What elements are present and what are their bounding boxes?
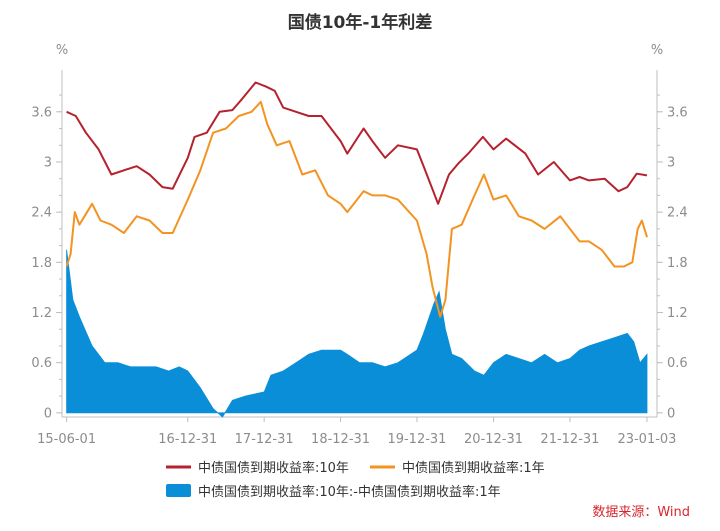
legend: 中债国债到期收益率:10年 中债国债到期收益率:1年中债国债到期收益率:10年:-… [166,460,545,500]
left-y-tick-label: 1.8 [31,256,52,271]
left-y-tick-label: 3 [44,155,52,170]
x-tick-label: 23-01-03 [617,432,676,447]
source-note: 数据来源：Wind [592,505,690,520]
plot-area [65,81,648,418]
legend-swatch-spread [166,484,191,497]
right-y-tick-label: 3 [667,155,675,170]
x-tick-label: 17-12-31 [235,432,294,447]
chart-title: 国债10年-1年利差 [288,12,433,33]
legend-label-spread: 中债国债到期收益率:10年:-中债国债到期收益率:1年 [198,484,501,500]
left-y-tick-label: 1.2 [31,306,52,321]
right-y-tick-label: 0 [667,406,675,421]
spread-area-series [66,249,648,418]
x-tick-label: 16-12-31 [158,432,217,447]
right-y-tick-label: 0.6 [667,356,688,371]
legend-label-10y: 中债国债到期收益率:10年 [198,460,349,476]
left-y-tick-label: 0 [44,406,52,421]
left-y-tick-label: 0.6 [31,356,52,371]
right-y-tick-label: 1.2 [667,306,688,321]
legend-label-1y: 中债国债到期收益率:1年 [402,460,545,476]
x-tick-label: 18-12-31 [311,432,370,447]
x-tick-label: 20-12-31 [464,432,523,447]
right-y-tick-label: 3.6 [667,105,688,120]
right-axis-unit: % [651,43,663,58]
x-tick-label: 15-06-01 [37,432,96,447]
right-y-tick-label: 1.8 [667,256,688,271]
yield-10y-line-series [66,81,648,205]
yield-1y-line-series [65,100,648,318]
x-tick-label: 21-12-31 [540,432,599,447]
axes-group [56,70,663,422]
tick-labels: 0 0 0.6 0.6 1.2 1.2 1.8 1.8 2.4 2.4 3 3 3.6 3.6 15-06-… [31,105,687,447]
left-axis-unit: % [56,43,68,58]
right-y-tick-label: 2.4 [667,206,688,221]
left-y-tick-label: 3.6 [31,105,52,120]
left-y-tick-label: 2.4 [31,206,52,221]
x-tick-label: 19-12-31 [387,432,446,447]
